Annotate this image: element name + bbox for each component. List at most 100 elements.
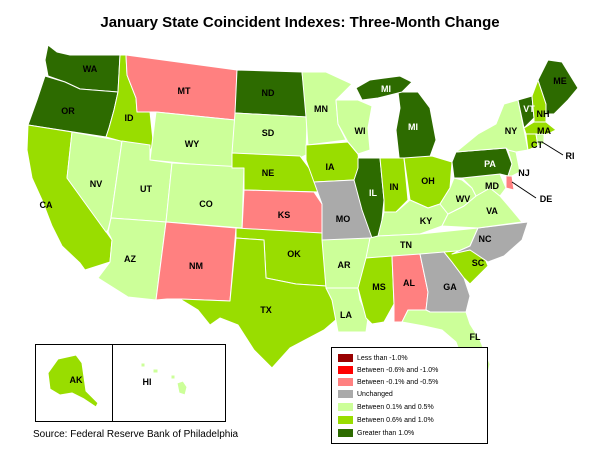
label-ak: AK [70,375,83,385]
label-nv: NV [90,179,103,189]
alaska-inset: AK [35,344,113,422]
legend-swatch [338,403,353,411]
map-legend: Less than -1.0% Between -0.6% and -1.0% … [331,347,488,444]
state-ak [47,354,99,408]
label-ia: IA [326,162,336,172]
label-va: VA [486,206,498,216]
legend-item: Between 0.6% and 1.0% [338,416,434,425]
state-ri [535,133,545,147]
state-mi-upper [355,75,413,101]
label-fl: FL [470,332,481,342]
state-labels: WA OR CA NV ID MT WY UT AZ CO NM ND SD N… [40,64,575,342]
state-co [165,162,245,229]
legend-item: Between 0.1% and 0.5% [338,403,434,412]
state-hi-oahu [152,368,159,374]
label-wi: WI [355,126,366,136]
legend-item: Between -0.6% and -1.0% [338,366,438,375]
legend-label: Between 0.1% and 0.5% [357,404,434,411]
label-ms: MS [372,282,386,292]
label-co: CO [199,199,213,209]
legend-swatch [338,354,353,362]
legend-swatch [338,429,353,437]
label-ne: NE [262,168,275,178]
label-ar: AR [338,260,351,270]
label-md: MD [485,181,499,191]
hawaii-inset: HI [112,344,226,422]
label-hi: HI [143,377,152,387]
legend-swatch [338,366,353,374]
source-note: Source: Federal Reserve Bank of Philadel… [33,429,239,440]
state-hi-maui [170,374,176,380]
state-ny [455,99,529,153]
label-ny: NY [505,126,518,136]
label-wa: WA [83,64,98,74]
legend-label: Unchanged [357,391,393,398]
label-nj: NJ [518,168,530,178]
label-ks: KS [278,210,291,220]
map-title: January State Coincident Indexes: Three-… [100,14,500,31]
alaska-map: AK [47,354,99,408]
label-id: ID [125,113,135,123]
label-nh: NH [537,109,550,119]
legend-label: Between -0.1% and -0.5% [357,379,439,386]
label-wv: WV [456,194,471,204]
label-mn: MN [314,104,328,114]
legend-swatch [338,416,353,424]
label-me: ME [553,76,567,86]
state-md [461,173,507,197]
label-wy: WY [185,139,200,149]
label-mt: MT [178,86,191,96]
legend-label: Between 0.6% and 1.0% [357,417,434,424]
label-ri: RI [566,151,575,161]
legend-item: Greater than 1.0% [338,429,414,438]
state-shapes [26,44,579,385]
legend-label: Greater than 1.0% [357,430,415,437]
label-tn: TN [400,240,412,250]
label-ct: CT [531,140,543,150]
label-ca: CA [40,200,53,210]
label-nm: NM [189,261,203,271]
state-me [537,59,579,115]
label-ma: MA [537,126,551,136]
legend-swatch [338,390,353,398]
label-az: AZ [124,254,136,264]
state-sd [231,112,308,159]
state-pa [451,147,513,179]
state-hi-big-island [176,380,188,396]
legend-item: Less than -1.0% [338,354,408,363]
label-pa: PA [484,159,496,169]
label-al: AL [403,278,415,288]
state-nc [451,221,529,263]
label-nd: ND [262,88,275,98]
legend-swatch [338,378,353,386]
label-in: IN [390,182,399,192]
label-ky: KY [420,216,433,226]
label-de: DE [540,194,553,204]
hawaii-map: HI [140,362,188,396]
label-vt: VT [523,104,535,114]
de-leader-line [511,181,537,199]
state-hi-kauai [140,362,146,368]
label-mo: MO [336,214,351,224]
ri-leader-line [541,141,564,156]
label-mi: MI [408,122,418,132]
label-ut: UT [140,184,152,194]
label-ga: GA [443,282,457,292]
legend-item: Between -0.1% and -0.5% [338,378,438,387]
label-la: LA [340,310,352,320]
legend-label: Less than -1.0% [357,355,408,362]
label-tx: TX [260,305,272,315]
state-wi [335,99,373,155]
legend-label: Between -0.6% and -1.0% [357,367,439,374]
label-nc: NC [479,234,492,244]
label-sc: SC [472,258,485,268]
label-sd: SD [262,128,275,138]
label-mi-upper: MI [381,84,391,94]
label-or: OR [61,106,75,116]
label-oh: OH [421,176,435,186]
label-il: IL [369,188,378,198]
state-tx [179,237,339,369]
label-ok: OK [287,249,301,259]
legend-item: Unchanged [338,390,393,399]
